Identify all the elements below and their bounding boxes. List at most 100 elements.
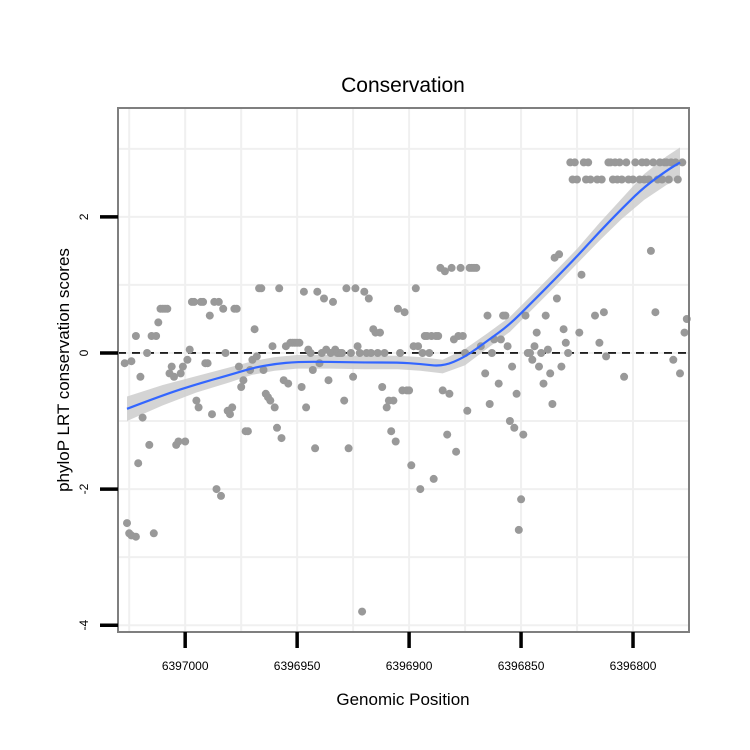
- data-point: [393, 304, 402, 313]
- data-point: [528, 355, 537, 364]
- data-point: [185, 345, 194, 354]
- data-point: [429, 474, 438, 483]
- data-point: [178, 362, 187, 371]
- data-point: [277, 434, 286, 443]
- data-point: [342, 284, 351, 293]
- data-point: [387, 427, 396, 436]
- data-point: [508, 362, 517, 371]
- data-point: [514, 525, 523, 534]
- data-point: [340, 396, 349, 405]
- data-point: [496, 335, 505, 344]
- y-tick-label: 2: [77, 213, 91, 220]
- data-point: [306, 349, 315, 357]
- data-point: [438, 386, 447, 395]
- data-point: [167, 362, 176, 371]
- data-point: [337, 349, 346, 357]
- data-point: [134, 459, 143, 468]
- data-point: [552, 294, 561, 303]
- data-point: [313, 287, 322, 296]
- data-point: [324, 376, 333, 385]
- data-point: [120, 359, 129, 368]
- data-point: [221, 349, 230, 357]
- data-point: [259, 366, 268, 374]
- data-point: [208, 410, 216, 419]
- data-point: [219, 304, 228, 313]
- data-point: [510, 423, 519, 432]
- data-point: [646, 246, 655, 255]
- data-point: [669, 355, 678, 364]
- data-point: [237, 383, 246, 391]
- data-point: [443, 430, 452, 439]
- data-point: [396, 349, 405, 357]
- data-point: [559, 325, 568, 334]
- data-point: [481, 369, 490, 378]
- data-point: [239, 376, 248, 385]
- plot-panel: [118, 108, 689, 632]
- data-point: [651, 308, 660, 317]
- data-point: [602, 352, 611, 361]
- data-point: [487, 349, 496, 357]
- data-point: [411, 284, 420, 293]
- data-point: [149, 529, 158, 538]
- data-point: [373, 349, 382, 357]
- data-point: [217, 491, 225, 500]
- data-point: [452, 447, 461, 456]
- data-point: [194, 403, 203, 412]
- chart-title: Conservation: [341, 74, 465, 97]
- data-point: [205, 311, 214, 320]
- data-point: [680, 328, 689, 337]
- x-tick-label: 6396950: [274, 659, 321, 673]
- data-point: [270, 403, 279, 412]
- data-point: [642, 158, 651, 167]
- data-point: [573, 175, 581, 184]
- data-point: [351, 284, 360, 293]
- data-point: [358, 607, 367, 616]
- data-point: [555, 250, 564, 259]
- data-point: [127, 357, 136, 366]
- data-point: [176, 369, 185, 378]
- data-point: [434, 332, 443, 340]
- data-point: [629, 175, 637, 184]
- data-point: [131, 532, 140, 541]
- data-point: [564, 349, 573, 357]
- data-point: [329, 297, 337, 306]
- confidence-band: [127, 147, 680, 421]
- data-point: [297, 383, 306, 391]
- panel-border: [117, 107, 690, 633]
- data-point: [266, 396, 275, 405]
- data-point: [170, 372, 178, 381]
- data-point: [543, 345, 552, 354]
- data-point: [445, 389, 454, 398]
- data-point: [214, 297, 223, 306]
- data-point: [183, 355, 192, 364]
- x-axis-title: Genomic Position: [336, 690, 469, 709]
- data-point: [676, 369, 684, 378]
- data-point: [597, 175, 606, 184]
- data-point: [537, 349, 546, 357]
- data-point: [234, 362, 243, 371]
- data-point: [391, 437, 400, 446]
- data-point: [517, 495, 526, 504]
- data-point: [250, 325, 259, 334]
- x-tick-label: 6397000: [162, 659, 209, 673]
- data-point: [416, 485, 425, 494]
- data-point: [561, 338, 570, 347]
- data-point: [273, 423, 281, 432]
- data-point: [136, 372, 145, 381]
- data-point: [472, 263, 481, 272]
- data-point: [615, 158, 624, 167]
- data-point: [530, 342, 539, 351]
- data-point: [521, 311, 530, 320]
- data-point: [199, 297, 208, 306]
- y-tick-label: -2: [77, 483, 91, 494]
- data-point: [364, 294, 373, 303]
- data-point: [532, 328, 541, 337]
- data-point: [174, 437, 183, 446]
- data-point: [181, 437, 190, 446]
- data-point: [346, 349, 355, 357]
- data-point: [541, 311, 550, 320]
- data-point: [595, 338, 604, 347]
- data-point: [192, 396, 201, 405]
- data-point: [501, 311, 510, 320]
